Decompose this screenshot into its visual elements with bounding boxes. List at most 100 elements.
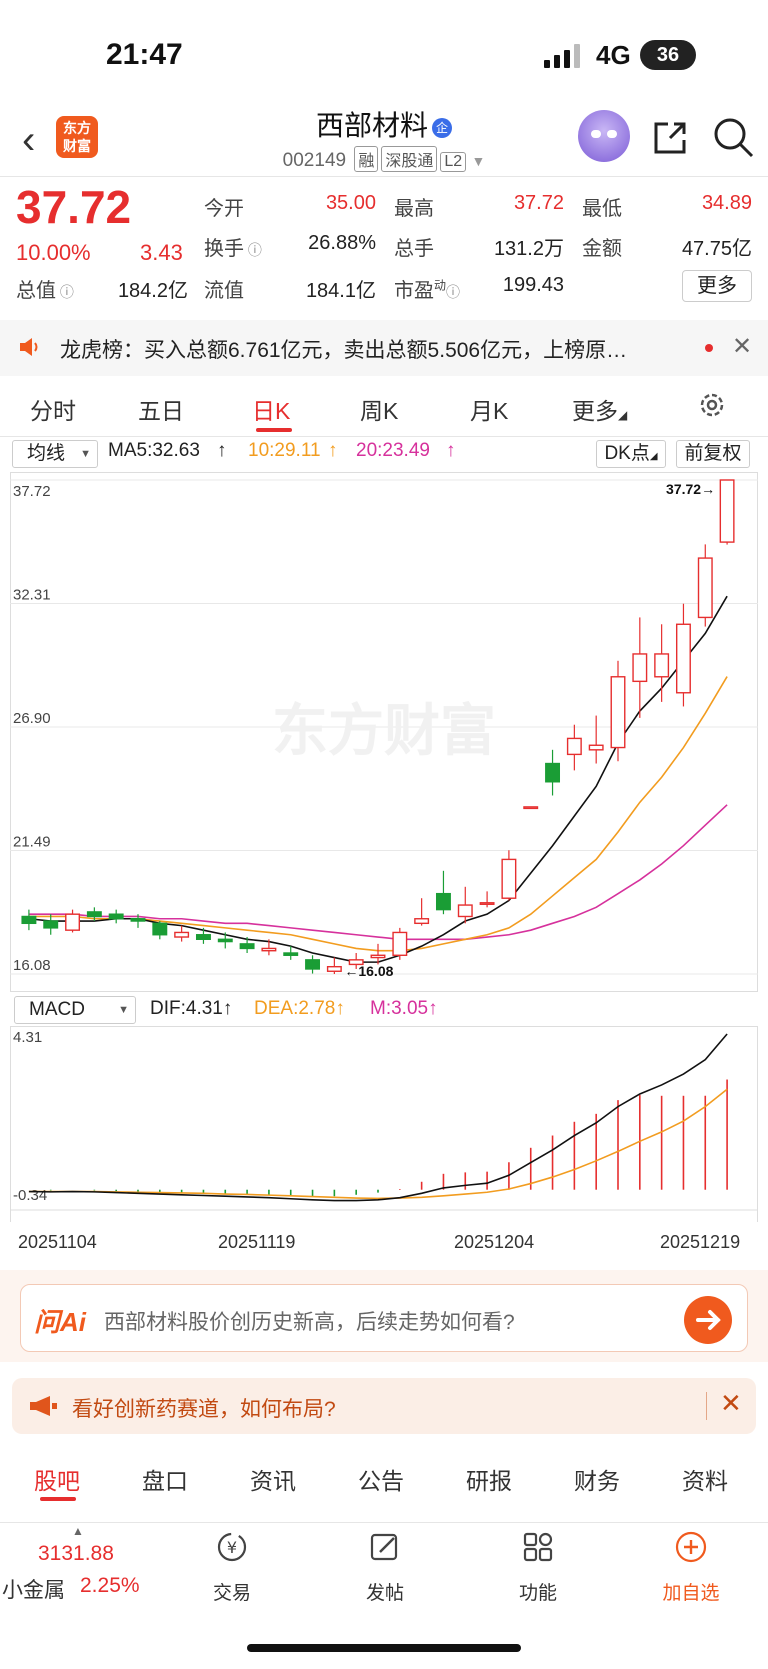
stock-title: 西部材料企 bbox=[0, 104, 768, 144]
dropdown-caret-icon[interactable]: ▼ bbox=[471, 153, 486, 169]
tab-monthly-k[interactable]: 月K bbox=[470, 398, 509, 424]
nav-post[interactable]: 发帖 bbox=[365, 1583, 404, 1604]
candle-body bbox=[283, 952, 299, 956]
kline-chart[interactable]: 37.72 32.31 26.90 21.49 16.08 东方财富 37.72→ ←16.0… bbox=[10, 472, 758, 992]
tab-profile[interactable]: 资料 bbox=[682, 1468, 728, 1494]
y-tick-label: 37.72 bbox=[13, 483, 51, 500]
candle bbox=[675, 603, 691, 707]
add-circle-icon[interactable] bbox=[674, 1530, 708, 1564]
index-percent[interactable]: 2.25% bbox=[80, 1574, 140, 1597]
candle-body bbox=[152, 922, 168, 936]
tab-weekly-k[interactable]: 周K bbox=[360, 398, 399, 424]
candle-body bbox=[545, 762, 561, 783]
close-icon[interactable]: ✕ bbox=[732, 333, 753, 360]
tab-financials[interactable]: 财务 bbox=[574, 1468, 620, 1494]
more-button[interactable]: 更多 bbox=[682, 270, 752, 302]
ma20-line bbox=[28, 804, 728, 941]
indicator-select[interactable]: 均线 ▼ bbox=[12, 440, 98, 468]
caret-up-icon[interactable]: ▲ bbox=[72, 1524, 84, 1538]
dif-line bbox=[28, 1033, 728, 1202]
app-logo: 东方 财富 bbox=[56, 116, 98, 158]
nav-add-watchlist[interactable]: 加自选 bbox=[662, 1583, 720, 1604]
info-icon[interactable]: ⓘ bbox=[56, 284, 74, 300]
candle-body bbox=[239, 943, 255, 950]
candle bbox=[501, 850, 517, 901]
candle bbox=[326, 957, 342, 974]
tab-forum[interactable]: 股吧 bbox=[34, 1468, 80, 1494]
candle bbox=[610, 660, 626, 762]
arrow-right-icon[interactable] bbox=[684, 1296, 732, 1344]
tab-five-day[interactable]: 五日 bbox=[138, 398, 184, 424]
watermark: 东方财富 bbox=[272, 699, 496, 764]
ai-prompt-text[interactable]: 西部材料股价创历史新高，后续走势如何看? bbox=[104, 1311, 515, 1334]
date-label: 20251104 bbox=[18, 1232, 97, 1252]
y-tick-label: 26.90 bbox=[13, 710, 51, 727]
candle-body bbox=[370, 954, 386, 959]
candle bbox=[305, 955, 321, 974]
arrow-up-icon: ↑ bbox=[328, 440, 338, 461]
turnover-label: 换手 ⓘ bbox=[204, 238, 262, 260]
change-percent: 10.00% bbox=[16, 240, 91, 265]
candle bbox=[108, 909, 124, 924]
assistant-avatar[interactable] bbox=[578, 110, 630, 162]
adjust-button[interactable]: 前复权 bbox=[676, 440, 750, 468]
candle-body bbox=[457, 904, 473, 918]
info-icon[interactable]: ⓘ bbox=[446, 284, 461, 300]
dk-point-button[interactable]: DK点◢ bbox=[596, 440, 666, 468]
trade-icon[interactable]: ¥ bbox=[215, 1530, 249, 1564]
tab-more[interactable]: 更多◢ bbox=[572, 398, 628, 424]
pe-value: 199.43 bbox=[502, 274, 564, 296]
nav-functions[interactable]: 功能 bbox=[518, 1583, 557, 1604]
open-label: 今开 bbox=[204, 198, 244, 220]
tab-research[interactable]: 研报 bbox=[466, 1468, 512, 1494]
ma20-label: 20:23.49 bbox=[356, 440, 430, 461]
candle-body bbox=[414, 918, 430, 925]
candle-body bbox=[195, 934, 211, 941]
tabs-divider bbox=[0, 436, 768, 437]
macd-select[interactable]: MACD ▼ bbox=[14, 996, 136, 1024]
share-icon[interactable] bbox=[650, 118, 690, 158]
info-icon[interactable]: ⓘ bbox=[244, 242, 262, 258]
candle-body bbox=[632, 653, 648, 683]
low-label: 最低 bbox=[582, 198, 622, 220]
post-icon[interactable] bbox=[368, 1530, 402, 1564]
gear-icon[interactable] bbox=[697, 390, 727, 420]
tab-news[interactable]: 资讯 bbox=[250, 1468, 296, 1494]
tab-daily-k[interactable]: 日K bbox=[252, 398, 291, 424]
kline-chart-frame[interactable] bbox=[10, 472, 758, 992]
amount-value: 47.75亿 bbox=[681, 238, 752, 260]
header-divider bbox=[0, 176, 768, 177]
functions-icon[interactable] bbox=[521, 1530, 555, 1564]
ai-ask-box[interactable] bbox=[20, 1284, 748, 1352]
dif-label: DIF:4.31↑ bbox=[150, 998, 233, 1019]
candle bbox=[86, 907, 102, 922]
candle-body bbox=[348, 959, 364, 966]
macd-chart[interactable]: 4.31 -0.34 bbox=[10, 1026, 758, 1226]
candle-body bbox=[21, 915, 37, 925]
candle bbox=[21, 909, 37, 931]
dragon-tiger-banner[interactable]: 龙虎榜：买入总额6.761亿元，卖出总额5.506亿元，上榜原… ✕ bbox=[0, 320, 768, 376]
index-value[interactable]: 3131.88 bbox=[38, 1542, 114, 1565]
float-value: 184.1亿 bbox=[305, 280, 376, 302]
promo-divider bbox=[706, 1392, 707, 1420]
tab-announcements[interactable]: 公告 bbox=[358, 1468, 404, 1494]
stock-name: 西部材料 bbox=[315, 110, 428, 141]
candle-body bbox=[654, 653, 670, 678]
index-name[interactable]: 小金属 bbox=[2, 1579, 65, 1602]
volume-label: 总手 bbox=[394, 238, 434, 260]
tab-orderbook[interactable]: 盘口 bbox=[142, 1468, 188, 1494]
float-label: 流值 bbox=[204, 280, 244, 302]
candle-body bbox=[326, 965, 342, 972]
badge-l2: L2 bbox=[440, 152, 467, 172]
nav-trade[interactable]: 交易 bbox=[212, 1583, 251, 1604]
low-price-label: ←16.08 bbox=[344, 963, 393, 979]
promo-banner[interactable]: 看好创新药赛道，如何布局? ✕ bbox=[12, 1378, 756, 1434]
signal-icon bbox=[544, 44, 580, 68]
ai-logo: 问Ai bbox=[34, 1307, 87, 1337]
candle-body bbox=[479, 902, 495, 905]
close-icon[interactable]: ✕ bbox=[720, 1388, 742, 1418]
back-icon[interactable]: ‹ bbox=[22, 118, 36, 162]
search-icon[interactable] bbox=[712, 116, 754, 158]
candle-body bbox=[501, 858, 517, 899]
tab-intraday[interactable]: 分时 bbox=[30, 398, 76, 424]
